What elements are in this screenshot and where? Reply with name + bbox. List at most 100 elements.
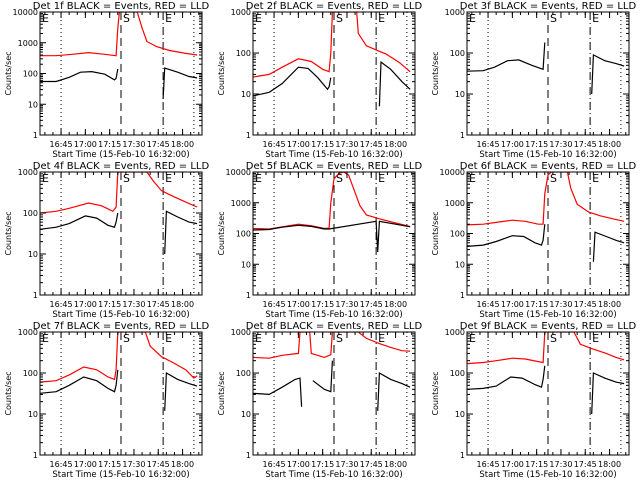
y-tick-label: 100 [236,49,251,58]
marker-label: E [469,172,476,185]
marker-label: E [592,332,599,345]
marker-label: E [255,332,262,345]
y-tick-label: 100 [450,230,465,239]
y-tick-label: 100 [450,49,465,58]
x-tick-label: 17:30 [335,300,358,309]
series-lld [467,172,625,226]
series-events [253,360,411,411]
marker-label: S [550,332,557,345]
marker-label: E [255,12,262,25]
y-tick-label: 10000 [440,168,465,177]
x-tick-label: 17:30 [122,140,145,149]
y-tick-label: 10000 [13,8,38,17]
y-axis-title: Counts/sec [217,51,226,95]
x-tick-label: 18:00 [171,140,194,149]
y-tick-label: 100 [236,369,251,378]
y-axis-title: Counts/sec [4,371,13,415]
y-tick-label: 10 [455,90,465,99]
y-axis-title: Counts/sec [217,211,226,255]
panel-title: Det 2f BLACK = Events, RED = LLD [246,1,423,12]
panel-title: Det 6f BLACK = Events, RED = LLD [460,161,637,172]
marker-label: S [336,332,343,345]
x-tick-label: 17:45 [360,140,383,149]
y-tick-label: 100 [23,369,38,378]
x-axis-title: Start Time (15-Feb-10 16:32:00) [265,470,402,480]
y-tick-label: 1000 [445,199,465,208]
x-tick-label: 17:45 [147,140,170,149]
y-tick-label: 100 [236,230,251,239]
marker-label: E [592,12,599,25]
panel-title: Det 4f BLACK = Events, RED = LLD [33,161,210,172]
x-tick-label: 17:15 [98,460,121,469]
x-tick-label: 16:45 [477,140,500,149]
panel-title: Det 9f BLACK = Events, RED = LLD [460,321,637,332]
x-tick-label: 17:15 [525,460,548,469]
marker-label: E [165,12,172,25]
series-lld [253,332,411,359]
x-axis-title: Start Time (15-Feb-10 16:32:00) [479,150,616,160]
series-events [467,365,625,415]
x-axis-title: Start Time (15-Feb-10 16:32:00) [52,150,189,160]
x-tick-label: 17:45 [147,460,170,469]
x-tick-label: 17:45 [574,460,597,469]
y-tick-label: 10 [28,100,38,109]
plot-frame [39,171,203,296]
y-tick-label: 100 [23,70,38,79]
y-tick-label: 10000 [226,168,251,177]
y-tick-label: 1000 [18,39,38,48]
series-events [253,220,411,253]
x-tick-label: 18:00 [171,300,194,309]
x-tick-label: 17:45 [360,460,383,469]
series-events [253,60,411,107]
x-tick-label: 17:30 [549,460,572,469]
x-tick-label: 17:30 [549,300,572,309]
y-tick-label: 1 [460,131,465,140]
y-axis-title: Counts/sec [431,371,440,415]
y-tick-label: 1000 [445,328,465,337]
x-axis-title: Start Time (15-Feb-10 16:32:00) [52,310,189,320]
x-tick-label: 16:45 [477,460,500,469]
marker-label: S [550,12,557,25]
x-tick-label: 17:00 [287,140,310,149]
series-lld [40,172,198,214]
y-tick-label: 10 [28,410,38,419]
x-axis-title: Start Time (15-Feb-10 16:32:00) [479,470,616,480]
x-tick-label: 17:15 [311,300,334,309]
panel-title: Det 7f BLACK = Events, RED = LLD [33,321,210,332]
x-tick-label: 17:30 [335,140,358,149]
x-axis-title: Start Time (15-Feb-10 16:32:00) [479,310,616,320]
series-lld [40,332,198,383]
x-tick-label: 17:00 [74,460,97,469]
series-events [467,42,625,95]
y-tick-label: 10 [455,260,465,269]
x-tick-label: 17:15 [98,300,121,309]
x-tick-label: 18:00 [384,140,407,149]
x-tick-label: 17:00 [287,300,310,309]
marker-label: S [123,332,130,345]
series-lld [253,12,411,78]
panel-title: Det 1f BLACK = Events, RED = LLD [33,1,210,12]
y-tick-label: 1 [246,291,251,300]
marker-label: E [378,12,385,25]
series-lld [253,172,411,230]
x-tick-label: 17:45 [147,300,170,309]
y-axis-title: Counts/sec [431,211,440,255]
y-tick-label: 1 [460,291,465,300]
y-tick-label: 1000 [231,8,251,17]
y-axis-title: Counts/sec [4,51,13,95]
marker-label: S [336,172,343,185]
y-tick-label: 1000 [445,8,465,17]
y-axis-title: Counts/sec [217,371,226,415]
x-tick-label: 17:15 [98,140,121,149]
x-tick-label: 17:00 [74,300,97,309]
marker-label: E [165,332,172,345]
x-tick-label: 17:00 [74,140,97,149]
marker-label: E [42,12,49,25]
